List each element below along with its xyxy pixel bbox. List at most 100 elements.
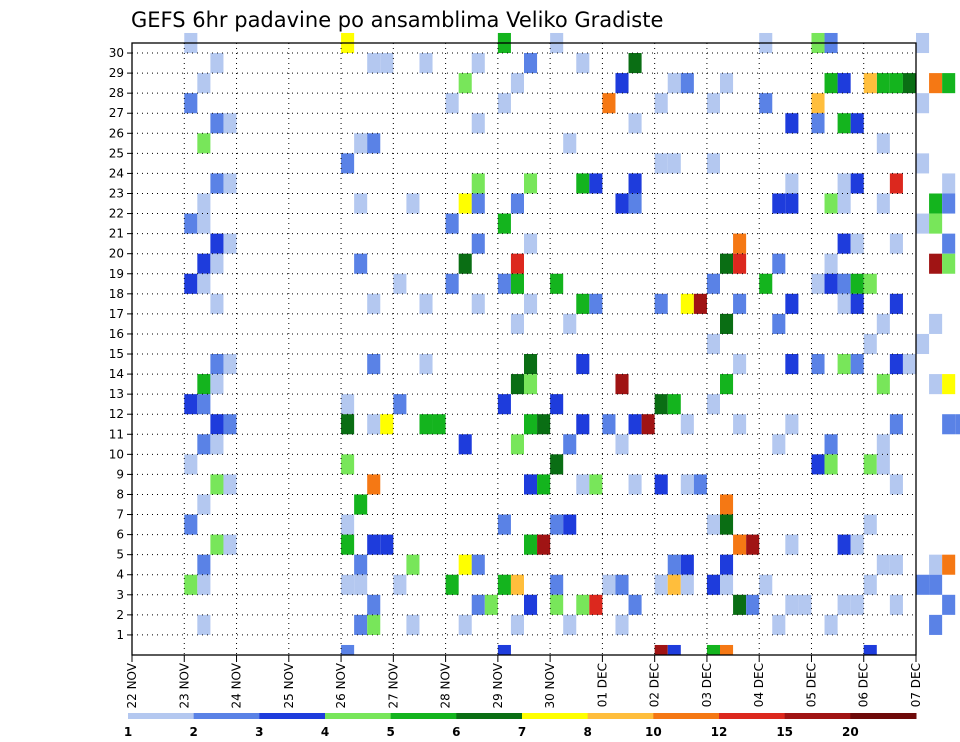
heatmap-cell [850, 233, 864, 254]
heatmap-cell [576, 414, 590, 435]
heatmap-cell [354, 494, 368, 515]
heatmap-cell [589, 594, 603, 615]
colorbar: 1 2 3 4 5 6 7 8 10 12 15 20 [124, 713, 917, 739]
heatmap-cell [393, 394, 407, 415]
y-tick-label: 26 [109, 126, 124, 140]
heatmap-cell [850, 113, 864, 134]
heatmap-cell [524, 293, 538, 314]
heatmap-cell [889, 594, 903, 615]
heatmap-cell [615, 193, 629, 214]
heatmap-cell [210, 414, 224, 435]
heatmap-cell [602, 93, 616, 114]
heatmap-cell [458, 614, 472, 635]
colorbar-label: 5 [386, 725, 394, 739]
x-axis: 22 NOV 23 NOV 24 NOV 25 NOV 26 NOV 27 NOV 28 N… [125, 655, 923, 709]
heatmap-cell [524, 53, 538, 74]
colorbar-swatch [193, 713, 260, 719]
heatmap-cell [667, 554, 681, 575]
colorbar-label: 6 [452, 725, 460, 739]
x-tick-label: 27 NOV [386, 662, 400, 708]
heatmap-cell [916, 213, 930, 234]
heatmap-cell [380, 53, 394, 74]
heatmap-cell [720, 554, 734, 575]
heatmap-cell [576, 474, 590, 495]
heatmap-cell [824, 434, 838, 455]
heatmap-cell [510, 313, 524, 334]
colorbar-swatch [390, 713, 457, 719]
heatmap-cell [759, 273, 773, 294]
heatmap-cell [210, 374, 224, 395]
y-tick-label: 16 [109, 327, 124, 341]
heatmap-cell [680, 554, 694, 575]
colorbar-label: 10 [645, 725, 662, 739]
heatmap-cell [955, 414, 960, 435]
heatmap-cell [811, 454, 825, 475]
heatmap-cell [628, 414, 642, 435]
heatmap-cell [184, 574, 198, 595]
heatmap-cell [811, 273, 825, 294]
colorbar-swatch [259, 713, 326, 719]
heatmap-cell [733, 233, 747, 254]
heatmap-cell [393, 574, 407, 595]
heatmap-cell [720, 494, 734, 515]
y-tick-label: 17 [109, 307, 124, 321]
heatmap-cell [210, 173, 224, 194]
heatmap-cell [916, 574, 930, 595]
heatmap-cell [759, 574, 773, 595]
heatmap-cell [733, 594, 747, 615]
y-tick-label: 1 [116, 628, 124, 642]
heatmap-cell [471, 293, 485, 314]
heatmap-cell [432, 414, 446, 435]
heatmap-cell [471, 594, 485, 615]
heatmap-cell [785, 193, 799, 214]
heatmap-cell [929, 554, 943, 575]
heatmap-cell [824, 73, 838, 94]
colorbar-label: 4 [321, 725, 329, 739]
heatmap-cell [458, 434, 472, 455]
heatmap-cell [471, 193, 485, 214]
heatmap-cell [537, 414, 551, 435]
heatmap-cell [733, 253, 747, 274]
y-tick-label: 19 [109, 267, 124, 281]
heatmap-cell [929, 193, 943, 214]
heatmap-cell [876, 434, 890, 455]
heatmap-cell [197, 193, 211, 214]
heatmap-cell [942, 233, 956, 254]
heatmap-cell [863, 333, 877, 355]
heatmap-cell [863, 454, 877, 475]
x-tick-label: 02 DEC [648, 663, 662, 707]
colorbar-label: 20 [842, 725, 859, 739]
heatmap-cell [563, 434, 577, 455]
heatmap-cell [850, 293, 864, 314]
x-tick-label: 06 DEC [857, 663, 871, 707]
heatmap-cell [615, 73, 629, 94]
heatmap-cell [223, 534, 237, 555]
heatmap-cell [563, 313, 577, 334]
heatmap-cell [367, 293, 381, 314]
heatmap-cell [210, 474, 224, 495]
heatmap-cell [733, 293, 747, 314]
heatmap-cell [184, 454, 198, 475]
heatmap-cell [510, 273, 524, 294]
heatmap-cell [641, 414, 655, 435]
heatmap-cell [863, 73, 877, 94]
heatmap-cell [563, 614, 577, 635]
x-tick-label: 07 DEC [909, 663, 923, 707]
heatmap-cell [550, 514, 564, 535]
heatmap-cell [184, 93, 198, 114]
heatmap-cell [733, 414, 747, 435]
heatmap-cell [524, 594, 538, 615]
heatmap-cell [341, 414, 355, 435]
y-tick-label: 14 [109, 367, 124, 381]
heatmap-cell [628, 173, 642, 194]
heatmap-cell [210, 253, 224, 274]
heatmap-cell [916, 153, 930, 174]
heatmap-cell [654, 153, 668, 174]
heatmap-cell [680, 414, 694, 435]
heatmap-cell [837, 173, 851, 194]
heatmap-cell [367, 594, 381, 615]
heatmap-cell [510, 253, 524, 274]
heatmap-cell [354, 193, 368, 214]
y-tick-label: 12 [109, 407, 124, 421]
heatmap-cell [863, 273, 877, 294]
